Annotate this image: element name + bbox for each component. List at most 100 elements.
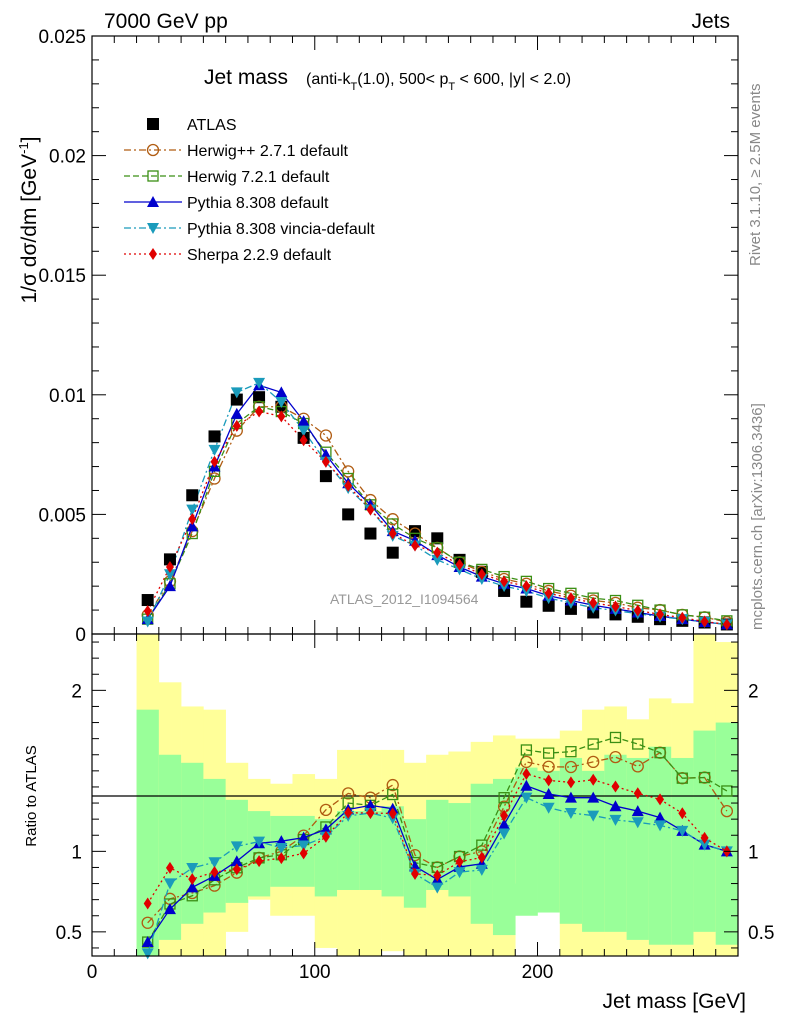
y-tick-label: 0.02 xyxy=(49,147,86,168)
ratio-point xyxy=(700,831,709,844)
ratio-y-axis-label: Ratio to ATLAS xyxy=(23,745,40,846)
ratio-y-tick-label-right: 2 xyxy=(748,681,759,702)
ratio-point xyxy=(141,948,154,960)
plot-title-detail-part-2: (1.0), 500< p xyxy=(357,71,448,88)
ratio-point xyxy=(477,851,486,864)
ratio-point xyxy=(433,869,442,882)
mc-data-point xyxy=(477,568,486,581)
mc-data-point xyxy=(230,387,243,399)
ratio-series-line xyxy=(147,773,728,904)
ratio-band-inner xyxy=(381,806,405,897)
ratio-point xyxy=(520,792,533,804)
ratio-point xyxy=(297,831,310,843)
y-axis-label: 1/σ dσ/dm [GeV-1] xyxy=(16,136,41,303)
mc-data-point xyxy=(299,434,308,447)
ratio-point xyxy=(411,867,419,880)
rivet-label: Rivet 3.1.10, ≥ 2.5M events xyxy=(747,84,764,267)
y-tick-label: 0.01 xyxy=(49,386,86,407)
mc-data-point xyxy=(431,554,444,566)
ratio-band-inner xyxy=(314,819,338,897)
mc-data-point xyxy=(230,407,243,419)
ratio-point xyxy=(678,807,687,820)
atlas-data-point xyxy=(253,391,266,404)
plot-title-detail-sub-2: T xyxy=(448,81,455,93)
ratio-band-inner xyxy=(359,811,382,890)
mc-data-point xyxy=(366,503,375,516)
ratio-point xyxy=(431,882,444,894)
ratio-band-inner xyxy=(715,722,739,945)
main-series-line xyxy=(147,406,727,623)
mc-data-point xyxy=(186,504,199,516)
y-axis-label-end: ] xyxy=(18,136,41,142)
ratio-point xyxy=(566,776,575,789)
mc-data-point xyxy=(722,618,731,631)
ratio-point xyxy=(476,839,488,851)
ratio-point xyxy=(210,866,219,879)
legend-marker xyxy=(147,196,159,207)
ratio-point xyxy=(520,779,533,791)
mc-data-point xyxy=(208,444,221,456)
ratio-point xyxy=(631,760,644,773)
ratio-point xyxy=(676,772,688,784)
ratio-band-inner xyxy=(158,754,182,940)
mc-data-point xyxy=(163,569,176,581)
ratio-bands xyxy=(136,634,739,956)
ratio-band-inner xyxy=(648,746,672,945)
header-right: Jets xyxy=(691,10,730,33)
main-panel: 0 0.005 0.01 0.015 0.02 0.025 Jet mass (anti-… xyxy=(38,27,739,646)
ratio-point xyxy=(609,800,622,812)
ratio-point xyxy=(542,802,555,814)
ratio-y-tick-label: 0.5 xyxy=(56,923,82,944)
legend-label: ATLAS xyxy=(187,117,237,134)
ratio-point xyxy=(342,787,355,800)
mc-data-point xyxy=(297,415,310,427)
legend-label: Sherpa 2.2.9 default xyxy=(187,247,332,264)
ratio-band-inner xyxy=(671,757,694,945)
y-tick-label: 0 xyxy=(75,625,86,646)
atlas-data-point xyxy=(230,393,243,406)
legend-marker xyxy=(147,118,159,130)
y-axis-label-exp: -1 xyxy=(16,142,31,154)
ratio-band-inner xyxy=(448,803,471,897)
ratio-point xyxy=(498,818,511,830)
ratio-point xyxy=(321,830,330,843)
mc-data-point xyxy=(656,608,665,621)
ratio-point xyxy=(542,788,555,800)
ratio-point xyxy=(544,774,553,787)
ratio-band-inner xyxy=(693,730,717,932)
mc-data-point xyxy=(500,575,509,588)
mc-data-point xyxy=(433,546,442,559)
ratio-band-inner xyxy=(515,767,538,916)
ratio-point xyxy=(163,878,176,890)
ratio-point xyxy=(253,836,266,848)
mc-data-point xyxy=(297,425,310,437)
legend: ATLAS Herwig++ 2.7.1 default Herwig 7.2.1 … xyxy=(124,117,375,264)
ratio-frame xyxy=(91,633,739,957)
y-tick-label: 0.005 xyxy=(38,505,86,526)
mc-data-point xyxy=(388,527,397,540)
ratio-point xyxy=(475,864,488,876)
ratio-band-inner xyxy=(203,778,226,913)
ratio-point xyxy=(388,807,397,820)
mc-data-point xyxy=(544,587,553,600)
ratio-point xyxy=(589,773,598,786)
ratio-point xyxy=(143,897,152,910)
mc-data-point xyxy=(589,596,598,609)
header-left: 7000 GeV pp xyxy=(104,10,228,33)
mc-data-point xyxy=(700,615,709,628)
ratio-point xyxy=(319,823,332,835)
y-tick-label: 0.025 xyxy=(38,27,86,48)
watermark: ATLAS_2012_I1094564 xyxy=(330,591,479,607)
y-axis-label-main: 1/σ dσ/dm [GeV xyxy=(18,154,41,304)
legend-label: Pythia 8.308 default xyxy=(187,195,329,212)
mc-data-point xyxy=(143,605,152,618)
ratio-point xyxy=(609,750,622,764)
ratio-point xyxy=(186,881,199,893)
ratio-point xyxy=(498,828,511,840)
main-series-line xyxy=(147,382,727,626)
ratio-point xyxy=(587,738,599,750)
atlas-data-point xyxy=(141,594,154,607)
ratio-point xyxy=(299,847,308,860)
mc-data-point xyxy=(566,592,575,605)
